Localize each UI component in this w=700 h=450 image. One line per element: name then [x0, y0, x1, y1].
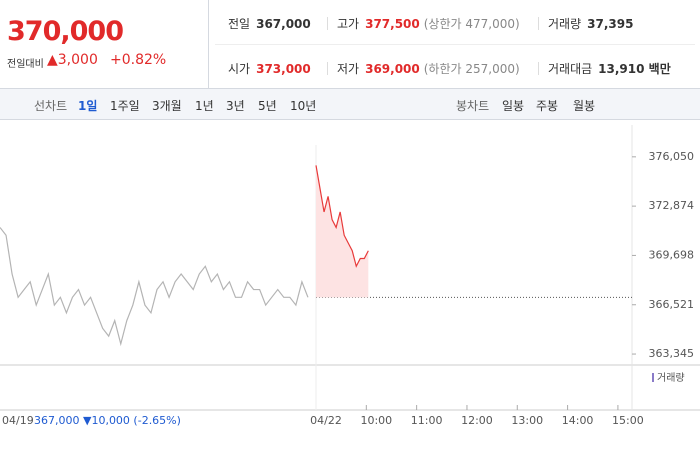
tab[interactable]: 월봉 [573, 99, 596, 113]
x-tick-label: 11:00 [411, 414, 443, 427]
y-tick-label: 369,698 [649, 248, 695, 261]
tab[interactable]: 10년 [290, 99, 317, 113]
tab[interactable]: 3년 [226, 99, 245, 113]
x-tick-label: 13:00 [511, 414, 543, 427]
info-label: 거래대금 [548, 62, 593, 76]
y-tick-label: 366,521 [649, 298, 695, 311]
y-tick-label: 363,345 [649, 347, 695, 360]
tab-group-label: 봉차트 [456, 99, 490, 113]
tab[interactable]: 1주일 [110, 99, 140, 113]
info-value: 369,000 [365, 62, 420, 76]
volume-legend: 거래량 [657, 372, 685, 384]
info-cell: 거래량 37,395 [548, 15, 633, 32]
info-note: (상한가 477,000) [423, 17, 520, 31]
price-box: 370,000 전일대비 ▲3,000 +0.82% [0, 0, 209, 88]
prev-summary: 367,000 ▼10,000 (-2.65%) [34, 414, 181, 427]
divider [215, 44, 695, 45]
info-value: 13,910 백만 [598, 62, 671, 76]
info-cell: 전일 367,000 [228, 15, 311, 32]
series-line [315, 165, 369, 268]
tab-bar: 선차트 1일 1주일 3개월 1년 3년 5년 10년 봉차트 일봉 주봉 월봉 [0, 89, 700, 120]
info-label: 고가 [337, 17, 360, 31]
change-label: 전일대비 [7, 59, 44, 70]
x-tick-label: 15:00 [612, 414, 644, 427]
y-tick-label: 372,874 [649, 199, 695, 212]
separator [327, 62, 328, 75]
info-value: 367,000 [256, 17, 311, 31]
separator [327, 17, 328, 30]
separator [538, 62, 539, 75]
info-cell: 저가 369,000 (하한가 257,000) [337, 60, 520, 77]
info-value: 373,000 [256, 62, 311, 76]
x-tick-label: 10:00 [360, 414, 392, 427]
info-cell: 고가 377,500 (상한가 477,000) [337, 15, 520, 32]
info-label: 거래량 [548, 17, 582, 31]
x-tick-label: 04/22 [310, 414, 342, 427]
tab[interactable]: 1년 [195, 99, 214, 113]
tab[interactable]: 1일 [78, 99, 98, 113]
change: ▲3,000 [47, 52, 98, 68]
prev-date: 04/19 [2, 414, 34, 427]
info-cell: 거래대금 13,910 백만 [548, 60, 671, 77]
info-cell: 시가 373,000 [228, 60, 311, 77]
x-tick-label: 12:00 [461, 414, 493, 427]
info-value: 377,500 [365, 17, 420, 31]
tab[interactable]: 주봉 [536, 99, 559, 113]
info-label: 저가 [337, 62, 360, 76]
series-line [0, 227, 309, 347]
area-fill [316, 165, 369, 298]
current-price: 370,000 [7, 16, 124, 47]
tab[interactable]: 3개월 [152, 99, 182, 113]
y-tick-label: 376,050 [649, 150, 695, 163]
info-note: (하한가 257,000) [423, 62, 520, 76]
header: 370,000 전일대비 ▲3,000 +0.82% 전일 367,000 고가 37… [0, 0, 700, 89]
info-label: 전일 [228, 17, 251, 31]
tab[interactable]: 5년 [258, 99, 277, 113]
legend-swatch [652, 373, 654, 382]
info-label: 시가 [228, 62, 251, 76]
tab[interactable]: 일봉 [502, 99, 525, 113]
x-tick-label: 14:00 [562, 414, 594, 427]
tab-group-label: 선차트 [34, 99, 68, 113]
info-value: 37,395 [587, 17, 634, 31]
change-pct: +0.82% [110, 52, 167, 68]
separator [538, 17, 539, 30]
